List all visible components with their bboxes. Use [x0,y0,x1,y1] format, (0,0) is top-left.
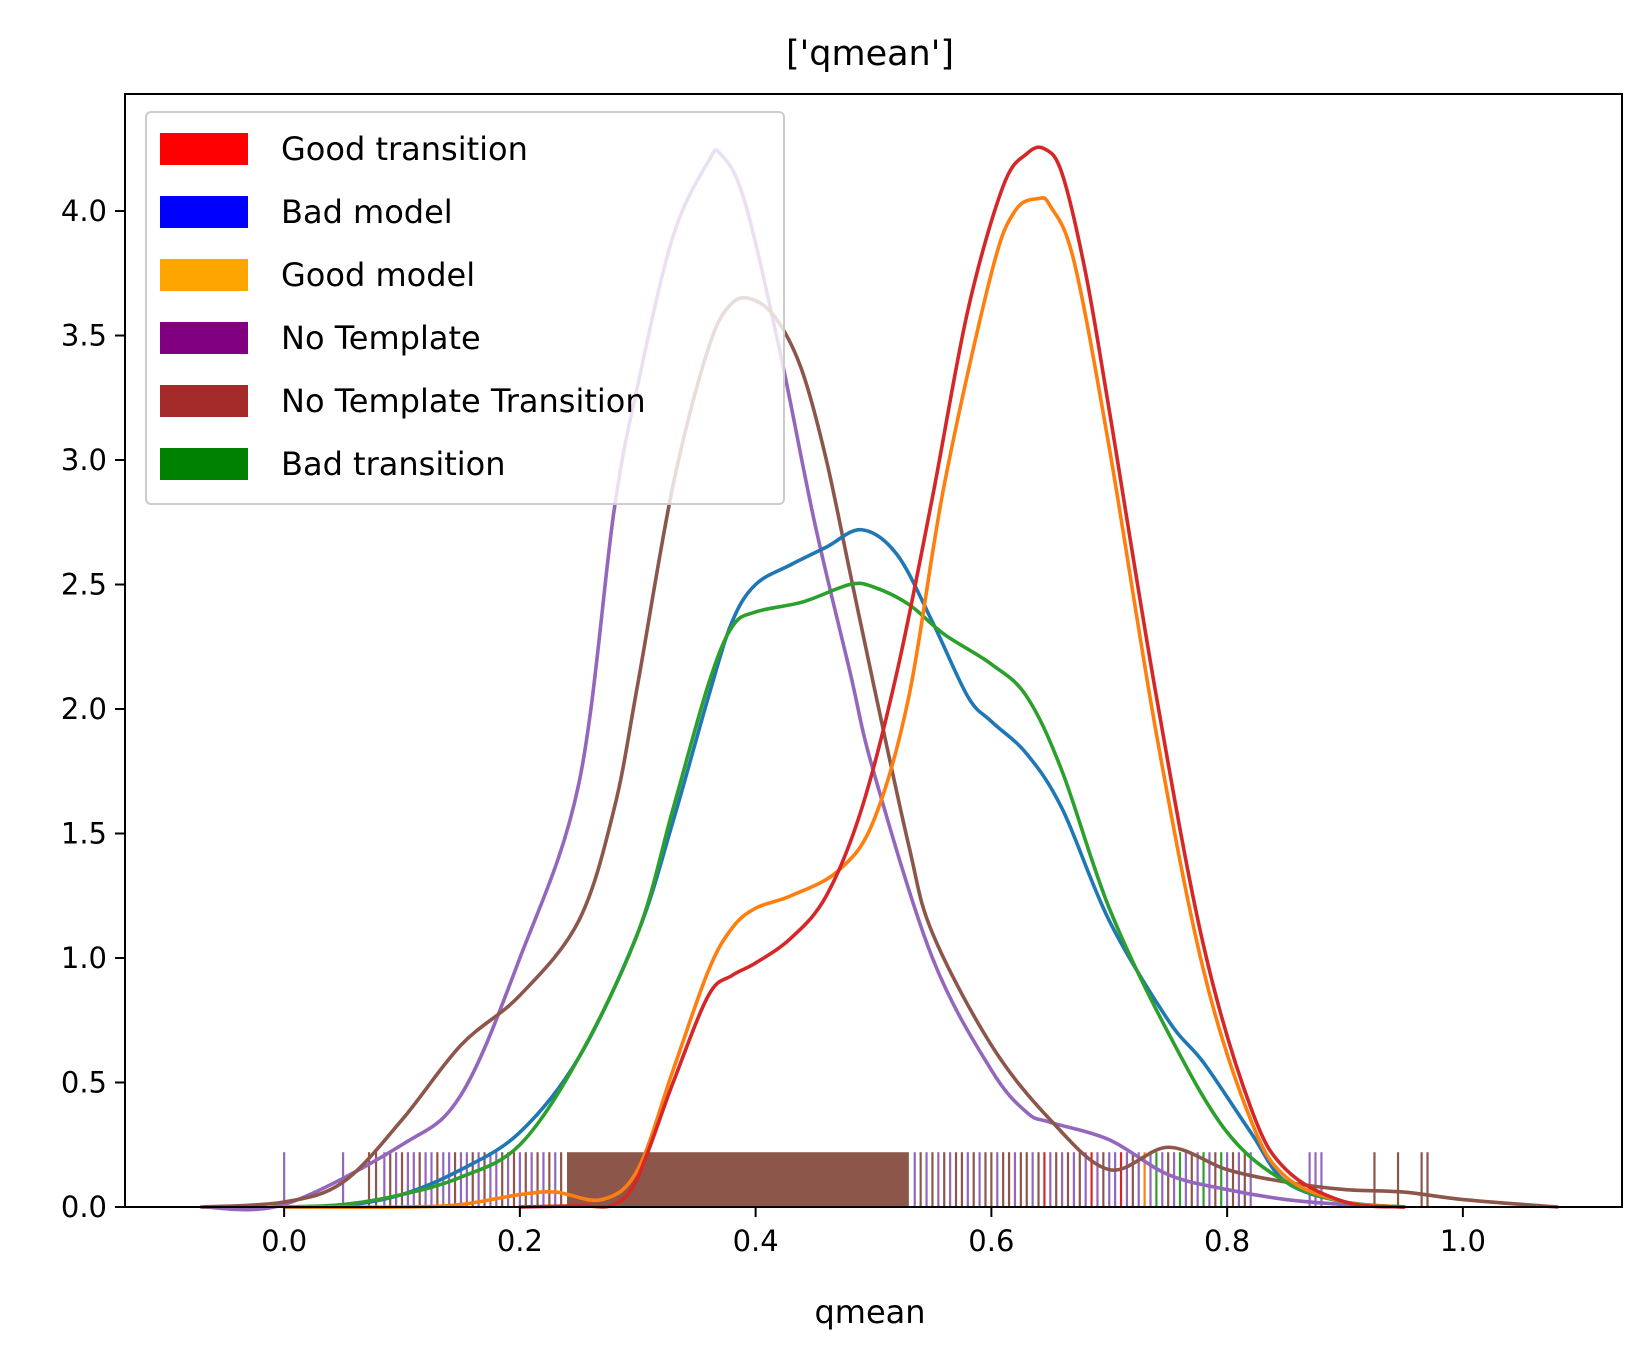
x-tick-label: 0.2 [497,1224,543,1258]
y-tick-label: 2.0 [61,692,107,726]
legend-box [145,111,785,505]
legend-label: Bad transition [281,445,506,483]
legend-swatch [160,448,248,480]
legend-swatch [160,133,248,165]
y-tick-label: 4.0 [61,194,107,228]
x-tick-label: 0.0 [261,1224,307,1258]
y-tick-label: 0.0 [61,1190,107,1224]
legend-swatch [160,196,248,228]
legend-swatch [160,322,248,354]
chart-title: ['qmean'] [786,34,954,74]
y-tick-label: 1.5 [61,817,107,851]
density-curve-5 [518,145,1406,1209]
x-tick-label: 0.8 [1204,1224,1250,1258]
y-tick-label: 1.0 [61,941,107,975]
density-curve-3 [282,581,1406,1209]
legend-label: Good transition [281,130,528,168]
x-tick-label: 0.4 [733,1224,779,1258]
y-tick-label: 2.5 [61,568,107,602]
axis-ticks: 0.0 0.2 0.4 0.6 0.8 1.0 0.0 0.5 1.0 1.5 2.0 2.5 3.0 3… [61,194,1486,1258]
x-axis-title: qmean [814,1293,925,1331]
legend: Good transition Bad model Good model No Tem… [145,111,785,505]
legend-label: No Template [281,319,481,357]
y-tick-label: 3.0 [61,443,107,477]
x-tick-label: 1.0 [1440,1224,1486,1258]
legend-swatch [160,259,248,291]
density-curve-4 [282,196,1406,1209]
legend-label: Bad model [281,193,453,231]
rug-dense-band [567,1152,909,1207]
density-curve-1 [199,295,1559,1209]
density-curve-2 [282,527,1406,1209]
plot-frame [124,93,1623,1208]
x-tick-label: 0.6 [968,1224,1014,1258]
y-tick-label: 0.5 [61,1066,107,1100]
y-tick-label: 3.5 [61,319,107,353]
legend-swatch [160,385,248,417]
legend-label: No Template Transition [281,382,646,420]
legend-label: Good model [281,256,475,294]
